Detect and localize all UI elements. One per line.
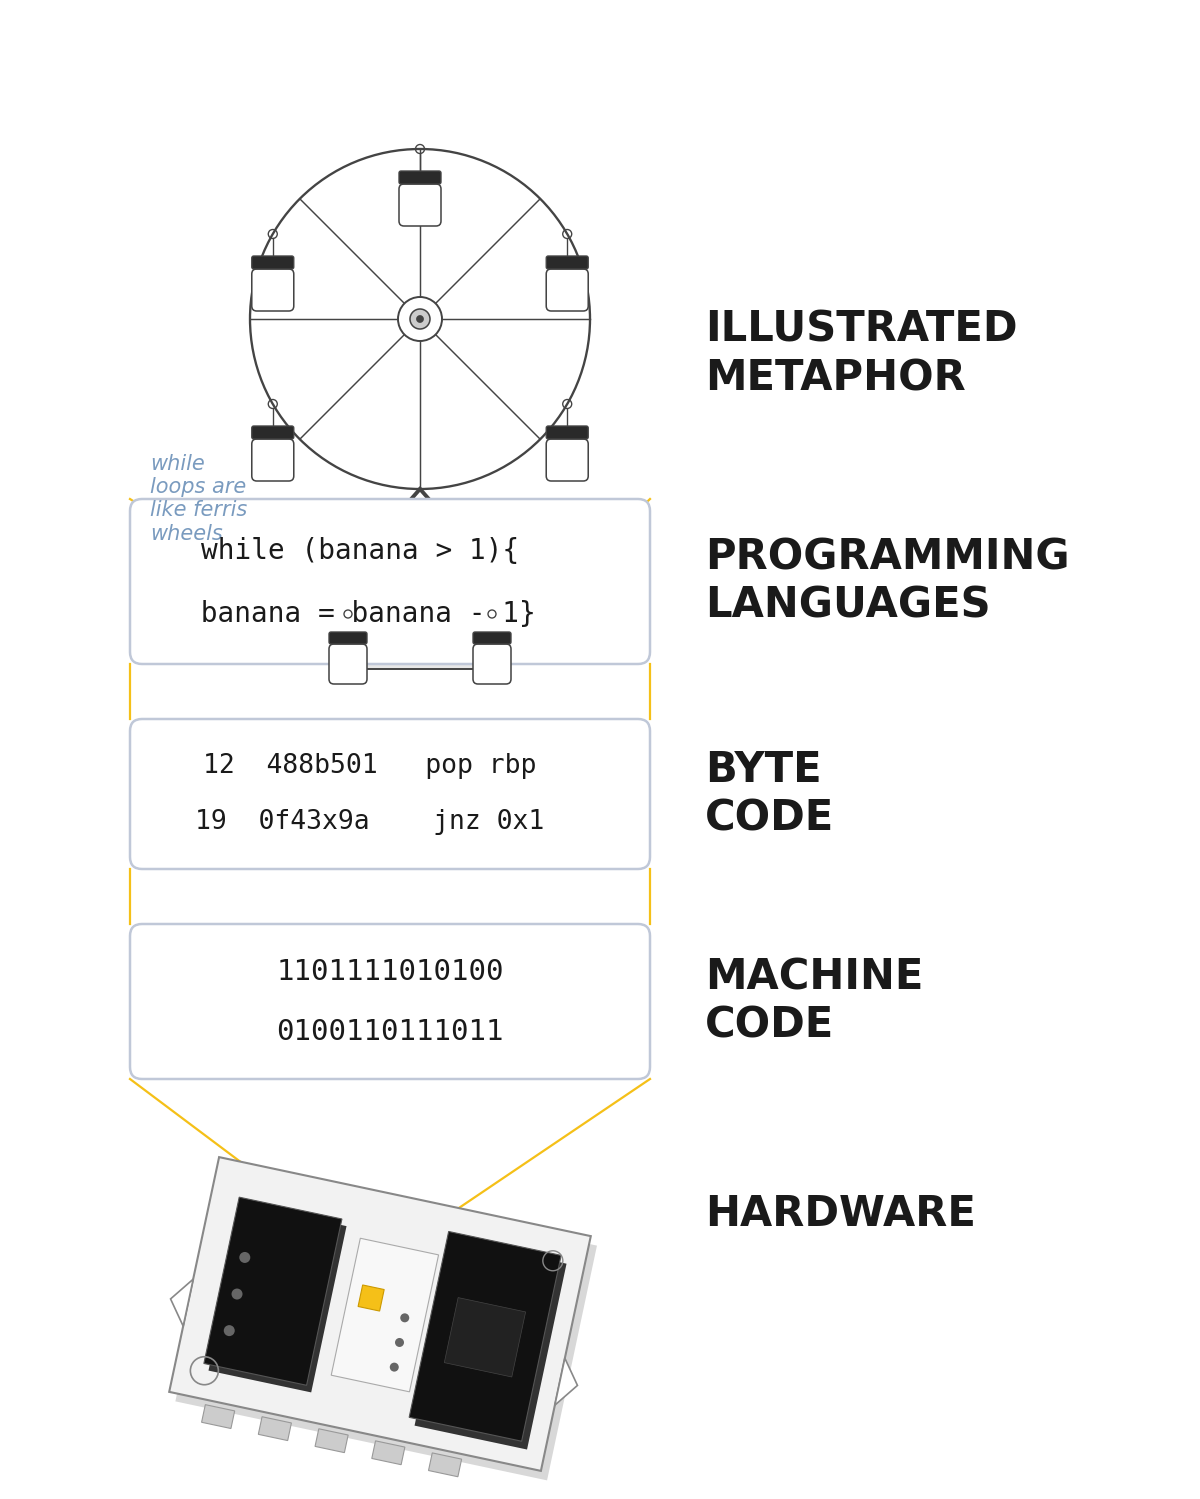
FancyBboxPatch shape (546, 426, 588, 439)
Text: banana = banana - 1}: banana = banana - 1} (184, 600, 536, 628)
Circle shape (232, 1289, 242, 1300)
Polygon shape (175, 1166, 596, 1481)
FancyBboxPatch shape (252, 268, 294, 310)
FancyBboxPatch shape (130, 499, 650, 664)
Text: 19  0f43x9a    jnz 0x1: 19 0f43x9a jnz 0x1 (196, 809, 545, 835)
Polygon shape (554, 1358, 577, 1405)
Text: while (banana > 1){: while (banana > 1){ (200, 538, 520, 565)
Polygon shape (372, 1441, 404, 1465)
Text: 1101111010100: 1101111010100 (276, 958, 504, 985)
FancyBboxPatch shape (329, 645, 367, 684)
FancyBboxPatch shape (252, 439, 294, 481)
FancyBboxPatch shape (252, 256, 294, 268)
Text: MACHINE
CODE: MACHINE CODE (706, 956, 923, 1046)
Polygon shape (204, 1198, 342, 1385)
Polygon shape (258, 1417, 292, 1441)
FancyBboxPatch shape (398, 171, 442, 184)
Text: ILLUSTRATED
METAPHOR: ILLUSTRATED METAPHOR (706, 309, 1018, 399)
Polygon shape (428, 1453, 462, 1477)
FancyBboxPatch shape (130, 720, 650, 869)
Circle shape (416, 315, 424, 322)
FancyBboxPatch shape (473, 645, 511, 684)
Text: 0100110111011: 0100110111011 (276, 1018, 504, 1045)
Circle shape (398, 297, 442, 340)
FancyBboxPatch shape (546, 256, 588, 268)
Circle shape (395, 1339, 404, 1348)
Polygon shape (209, 1204, 347, 1393)
Polygon shape (331, 1238, 438, 1393)
Text: while
loops are
like ferris
wheels: while loops are like ferris wheels (150, 454, 247, 544)
Text: PROGRAMMING
LANGUAGES: PROGRAMMING LANGUAGES (706, 537, 1069, 627)
Circle shape (223, 1325, 235, 1336)
Polygon shape (169, 1157, 590, 1471)
Circle shape (401, 1313, 409, 1322)
FancyBboxPatch shape (473, 633, 511, 645)
Polygon shape (414, 1240, 566, 1450)
Circle shape (410, 309, 430, 328)
Circle shape (239, 1252, 251, 1264)
FancyBboxPatch shape (398, 184, 442, 226)
Polygon shape (346, 615, 496, 669)
Text: 12  488b501   pop rbp: 12 488b501 pop rbp (203, 752, 536, 779)
FancyBboxPatch shape (130, 923, 650, 1079)
FancyBboxPatch shape (546, 439, 588, 481)
Circle shape (390, 1363, 398, 1372)
Polygon shape (358, 1285, 384, 1312)
Text: BYTE
CODE: BYTE CODE (706, 748, 834, 839)
FancyBboxPatch shape (546, 268, 588, 310)
Polygon shape (316, 1429, 348, 1453)
Text: HARDWARE: HARDWARE (706, 1193, 976, 1235)
Polygon shape (170, 1279, 193, 1327)
FancyBboxPatch shape (329, 633, 367, 645)
Polygon shape (409, 1232, 562, 1441)
Polygon shape (444, 1298, 526, 1378)
Polygon shape (202, 1405, 235, 1429)
FancyBboxPatch shape (252, 426, 294, 439)
